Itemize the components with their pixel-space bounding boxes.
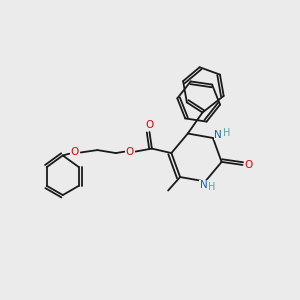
Text: O: O — [126, 147, 134, 157]
Text: O: O — [71, 147, 79, 157]
Text: N: N — [200, 180, 208, 190]
Text: H: H — [208, 182, 215, 193]
Text: O: O — [146, 121, 154, 130]
Text: H: H — [223, 128, 230, 138]
Text: N: N — [214, 130, 222, 140]
Text: O: O — [244, 160, 253, 170]
